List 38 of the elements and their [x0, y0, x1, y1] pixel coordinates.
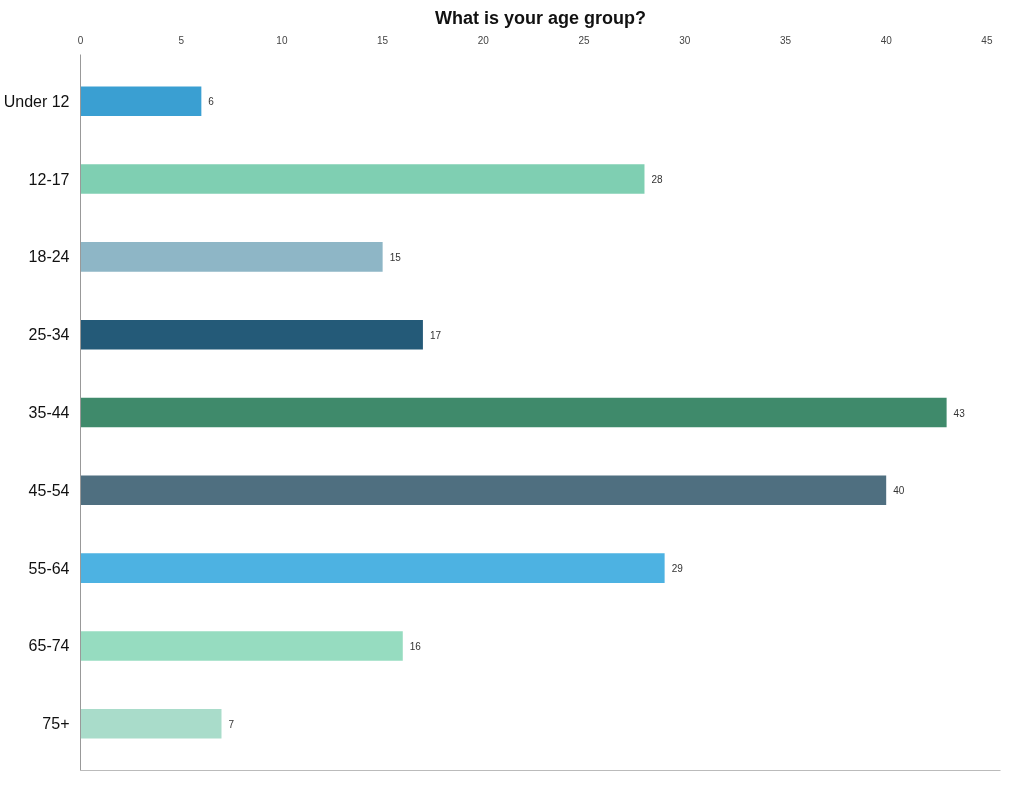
x-tick-label: 30 [679, 34, 691, 46]
bar [80, 86, 202, 116]
bar [80, 319, 423, 350]
bar [80, 397, 947, 428]
x-tick-label: 0 [77, 34, 84, 46]
bar [80, 709, 222, 739]
x-tick-label: 25 [578, 34, 591, 46]
y-tick-label: 35-44 [28, 404, 70, 421]
x-tick-label: 40 [880, 34, 893, 46]
data-label: 17 [429, 329, 442, 341]
x-tick-label: 45 [981, 34, 993, 46]
bar [80, 553, 665, 583]
y-tick-label: 12-17 [28, 170, 70, 188]
y-tick-label: 65-74 [28, 637, 70, 655]
bar [80, 475, 887, 506]
data-label: 40 [893, 485, 905, 497]
data-label: 6 [208, 96, 215, 108]
data-label: 28 [651, 174, 664, 186]
data-label: 29 [671, 563, 684, 575]
data-label: 7 [228, 718, 235, 730]
x-tick-label: 10 [276, 34, 288, 46]
y-tick-label: 18-24 [28, 248, 70, 266]
data-label: 43 [953, 407, 966, 419]
bar [80, 242, 383, 272]
data-label: 15 [389, 251, 402, 263]
x-tick-label: 5 [178, 34, 185, 46]
y-tick-label: 55-64 [28, 559, 70, 577]
data-label: 16 [409, 640, 422, 652]
y-tick-label: 75+ [42, 715, 70, 733]
bar [80, 164, 645, 194]
y-tick-label: 25-34 [28, 326, 70, 344]
x-tick-label: 15 [377, 34, 389, 46]
bar [80, 631, 403, 661]
x-tick-label: 20 [477, 34, 490, 46]
chart-title: What is your age group? [435, 7, 647, 28]
y-tick-label: 45-54 [28, 481, 70, 499]
y-tick-label: Under 12 [3, 92, 70, 110]
x-tick-label: 35 [779, 34, 792, 46]
